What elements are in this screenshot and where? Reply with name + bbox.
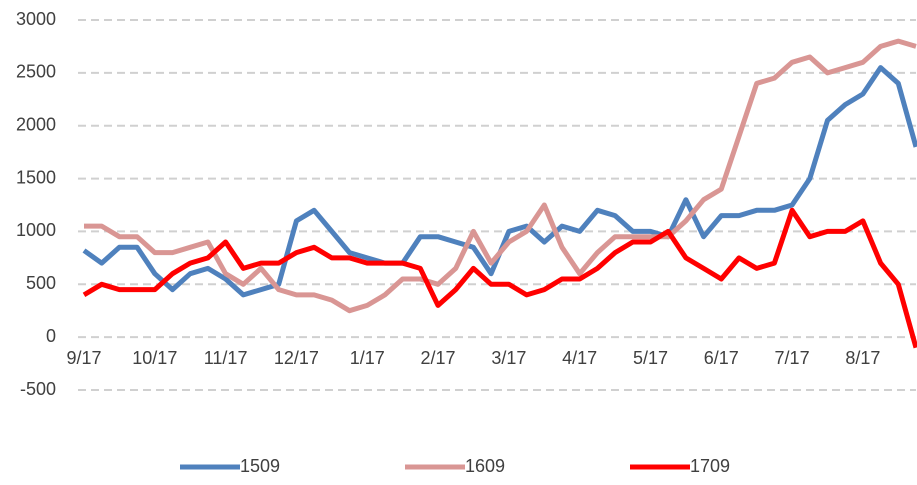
x-tick-label: 8/17 [845, 348, 880, 368]
series-line [82, 207, 917, 349]
legend-label: 1609 [465, 456, 505, 476]
y-tick-label: 1000 [16, 220, 56, 240]
series-line [82, 65, 917, 298]
y-tick-label: 500 [26, 273, 56, 293]
y-tick-label: -500 [20, 379, 56, 399]
x-tick-label: 11/17 [204, 348, 248, 368]
x-tick-label: 4/17 [562, 348, 597, 368]
y-tick-label: 3000 [16, 9, 56, 29]
y-tick-label: 0 [46, 326, 56, 346]
x-tick-label: 2/17 [421, 348, 456, 368]
x-tick-label: 10/17 [132, 348, 177, 368]
y-tick-label: 2000 [16, 114, 56, 134]
x-tick-label: 7/17 [775, 348, 810, 368]
x-tick-label: 5/17 [633, 348, 668, 368]
legend-label: 1709 [690, 456, 730, 476]
series-line [84, 38, 917, 314]
y-tick-label: 2500 [16, 62, 56, 82]
x-tick-label: 1/17 [350, 348, 385, 368]
x-tick-label: 6/17 [704, 348, 739, 368]
x-tick-label: 12/17 [274, 348, 319, 368]
x-tick-label: 9/17 [66, 348, 101, 368]
x-tick-label: 3/17 [491, 348, 526, 368]
y-tick-label: 1500 [16, 167, 56, 187]
legend-label: 1509 [240, 456, 280, 476]
